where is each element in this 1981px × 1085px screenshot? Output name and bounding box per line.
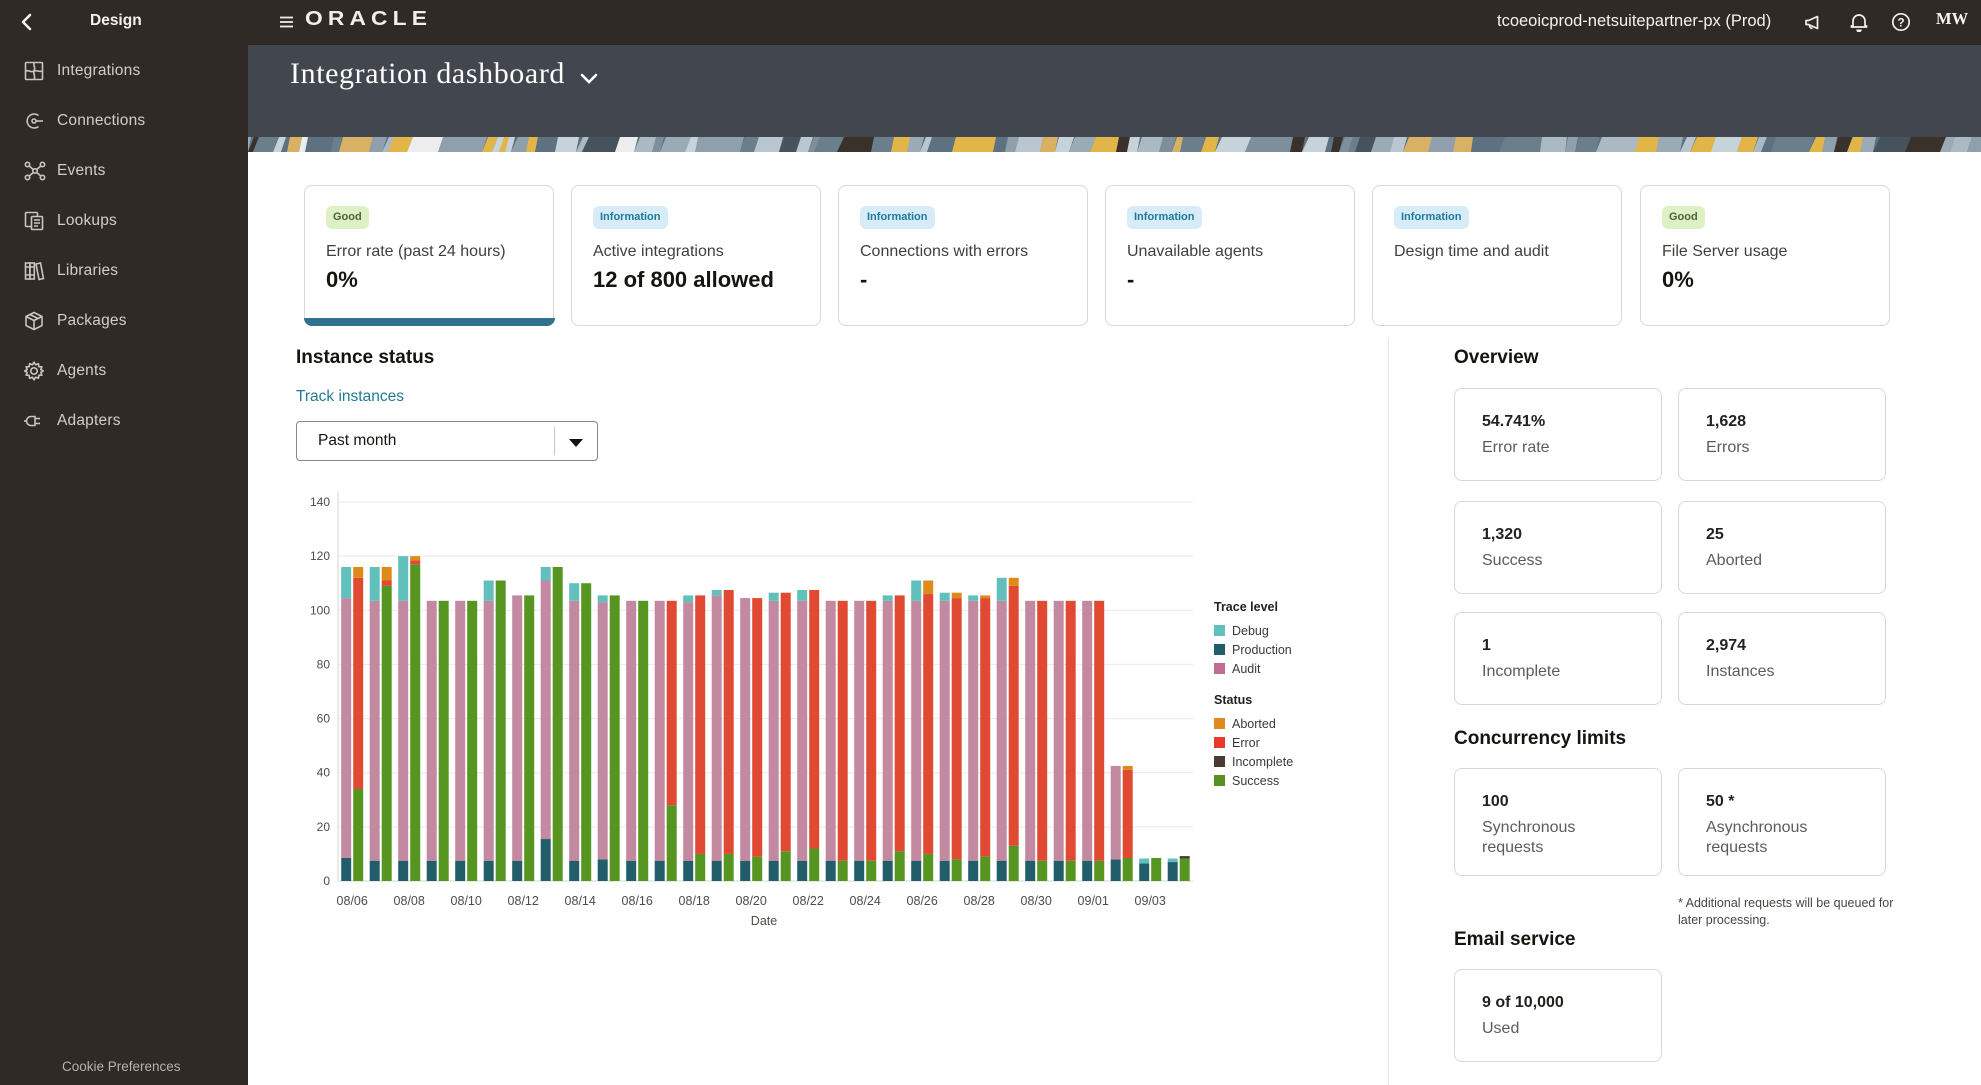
svg-text:09/03: 09/03 — [1135, 894, 1166, 908]
svg-text:08/24: 08/24 — [850, 894, 881, 908]
svg-text:08/26: 08/26 — [907, 894, 938, 908]
svg-text:60: 60 — [317, 712, 331, 726]
svg-text:08/10: 08/10 — [451, 894, 482, 908]
svg-text:0: 0 — [323, 874, 330, 888]
svg-text:20: 20 — [317, 820, 331, 834]
svg-text:100: 100 — [310, 603, 330, 617]
svg-text:09/01: 09/01 — [1078, 894, 1109, 908]
svg-text:08/22: 08/22 — [793, 894, 824, 908]
svg-text:08/08: 08/08 — [394, 894, 425, 908]
svg-text:08/06: 08/06 — [337, 894, 368, 908]
svg-text:Date: Date — [751, 914, 777, 928]
svg-text:40: 40 — [317, 766, 331, 780]
svg-text:140: 140 — [310, 495, 330, 509]
svg-text:?: ? — [1897, 17, 1904, 29]
svg-text:08/14: 08/14 — [565, 894, 596, 908]
svg-text:08/20: 08/20 — [736, 894, 767, 908]
svg-text:08/18: 08/18 — [679, 894, 710, 908]
svg-text:08/16: 08/16 — [622, 894, 653, 908]
svg-text:08/30: 08/30 — [1021, 894, 1052, 908]
svg-text:08/28: 08/28 — [964, 894, 995, 908]
svg-text:120: 120 — [310, 549, 330, 563]
svg-text:08/12: 08/12 — [508, 894, 539, 908]
svg-text:80: 80 — [317, 657, 331, 671]
